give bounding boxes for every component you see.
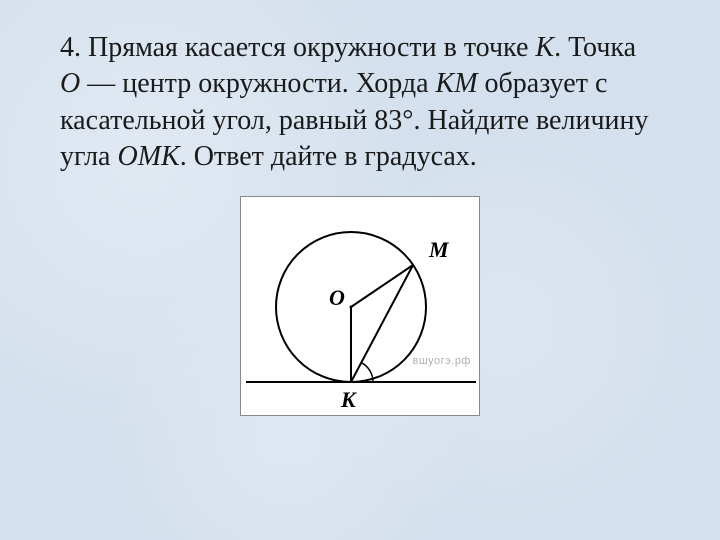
center-dot — [350, 305, 353, 308]
label-K: K — [340, 387, 357, 412]
var-KM: KM — [436, 68, 478, 99]
label-O: O — [329, 285, 345, 310]
var-OMK: OMK — [117, 141, 179, 172]
var-K: K — [535, 32, 554, 63]
geometry-svg: O M K — [241, 197, 481, 417]
line-KM — [351, 265, 413, 382]
line-OM — [351, 265, 413, 307]
text-part-5: . Ответ дайте в градусах. — [180, 141, 477, 172]
problem-number: 4. — [60, 32, 81, 63]
figure-container: O M K вшуогэ.рф — [60, 196, 660, 416]
text-part-3: — центр окружности. Хорда — [80, 68, 435, 99]
geometry-figure: O M K вшуогэ.рф — [240, 196, 480, 416]
text-part-2: . Точка — [554, 32, 636, 63]
problem-statement: 4. Прямая касается окружности в точке K.… — [60, 30, 660, 176]
var-O: O — [60, 68, 80, 99]
text-part-1: Прямая касается окружности в точке — [88, 32, 535, 63]
watermark: вшуогэ.рф — [412, 355, 471, 367]
label-M: M — [428, 237, 450, 262]
